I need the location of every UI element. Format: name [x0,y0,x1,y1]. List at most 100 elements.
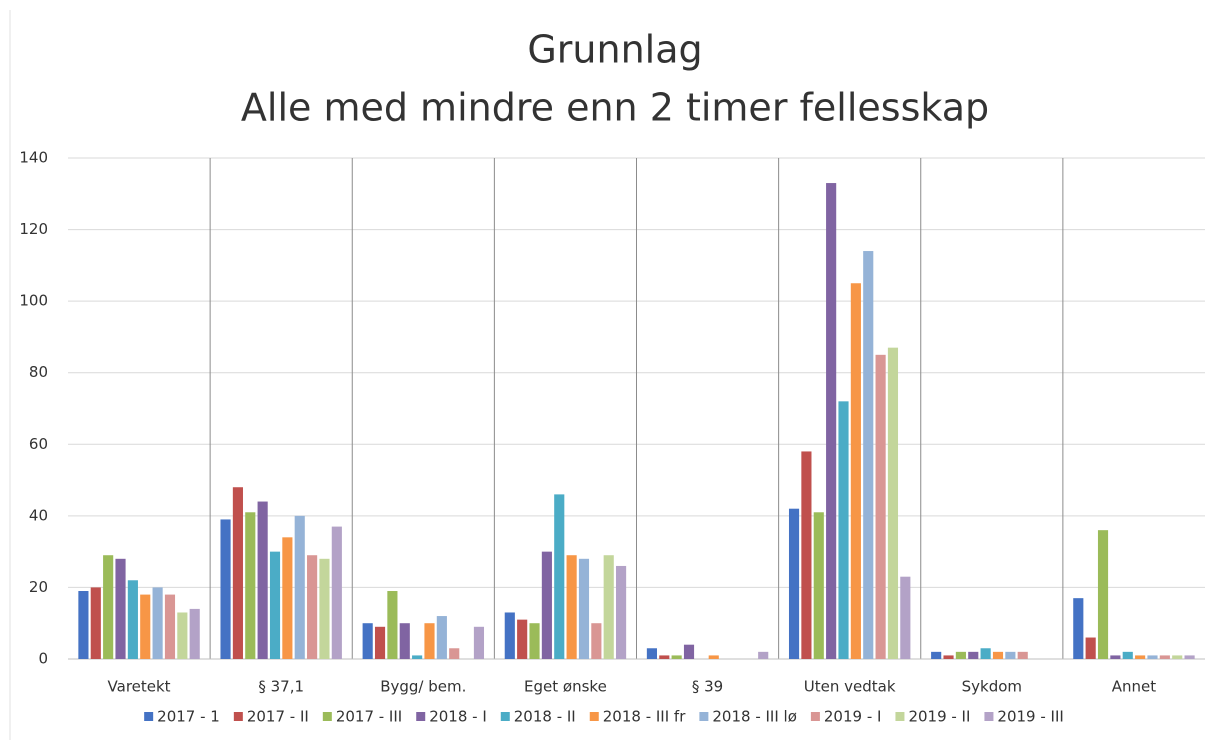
legend-swatch [322,712,332,721]
legend-label: 2018 - II [514,708,576,726]
bar [177,612,188,659]
bar [1085,637,1096,659]
bar [616,565,627,659]
bar [331,526,342,659]
bar [992,651,1004,659]
bar [900,576,911,659]
legend-label: 2018 - III fr [603,708,686,726]
legend-swatch [144,712,154,721]
bar [943,655,954,659]
bar [591,623,602,659]
bar [424,623,435,659]
bar [78,591,89,659]
bar [875,354,886,659]
bar [319,558,330,659]
bar [115,558,126,659]
legend-swatch [810,712,820,721]
bar [801,451,812,659]
y-tick-label: 120 [19,220,48,238]
bar [1184,655,1195,659]
bar [1122,651,1133,659]
bar [362,623,373,659]
y-tick-label: 20 [29,578,48,596]
bar [90,587,101,659]
bar [578,558,590,659]
legend-label: 2019 - II [908,708,970,726]
legend-label: 2018 - I [429,708,487,726]
bar [850,283,861,659]
bar [449,648,460,659]
bar [245,512,256,659]
bar [127,580,138,659]
bar [980,648,991,659]
legend-label: 2017 - 1 [157,708,220,726]
bar [813,512,824,659]
bar [671,655,682,659]
bar [152,587,163,659]
bar [1017,651,1028,659]
bar [826,183,837,660]
legend-label: 2019 - I [824,708,882,726]
legend-swatch [984,712,994,721]
bar [1073,598,1084,659]
y-tick-label: 80 [29,363,48,381]
y-tick-label: 60 [29,435,48,453]
legend-label: 2018 - III lø [712,708,797,726]
x-tick-label: § 37,1 [258,678,304,696]
bar [473,626,485,659]
bar [1110,655,1121,659]
bar [436,616,447,659]
chart-title: Grunnlag [527,28,702,72]
bar [659,655,670,659]
legend-label: 2017 - II [247,708,309,726]
bar [931,651,942,659]
bar [683,644,695,659]
bar [887,347,899,659]
legend-swatch [233,712,243,721]
x-tick-label: Annet [1112,678,1157,696]
y-tick-label: 0 [38,650,48,668]
bar [603,555,614,659]
bar [189,608,200,659]
bar [955,651,966,659]
bar [504,612,515,659]
legend-swatch [589,712,599,721]
bar [282,537,293,659]
x-tick-label: Bygg/ bem. [380,678,466,696]
bar [1172,655,1183,659]
x-tick-label: Eget ønske [524,678,607,696]
bar [517,619,528,659]
x-tick-label: Uten vedtak [804,678,896,696]
bar [220,519,231,659]
legend-label: 2019 - III [997,708,1063,726]
bar [399,623,410,659]
legend-swatch [699,712,709,721]
bar [103,555,114,659]
y-tick-label: 100 [19,292,48,310]
bar [554,494,565,659]
chart-subtitle: Alle med mindre enn 2 timer fellesskap [241,86,989,130]
bar [1147,655,1158,659]
bar [708,655,719,659]
bar [838,401,849,659]
bar [529,623,540,659]
bar [1135,655,1146,659]
bar [164,594,176,659]
bar [788,508,800,659]
bar [374,626,386,659]
bar [412,655,423,659]
bar [758,651,769,659]
legend-swatch [500,712,510,721]
legend-label: 2017 - III [336,708,402,726]
x-tick-label: Varetekt [108,678,171,696]
bar [140,594,151,659]
bar [257,501,268,659]
bar [646,648,657,659]
bar [232,487,243,659]
bar [294,515,305,659]
bar [1005,651,1016,659]
bar [968,651,979,659]
y-tick-label: 40 [29,506,48,524]
bar [863,251,874,660]
